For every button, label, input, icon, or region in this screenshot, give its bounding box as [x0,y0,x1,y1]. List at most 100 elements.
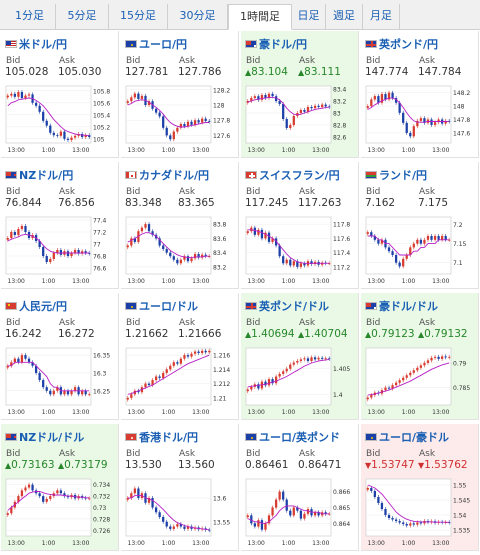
pair-name-link[interactable]: 香港ドル/円 [125,429,198,444]
timeframe-tab[interactable]: 30分足 [168,4,228,30]
candle [366,488,369,490]
chart-container[interactable]: 83.4 83.2 83 82.8 82.6 13:00 1:00 13:00 [243,83,357,155]
currency-pair-card[interactable]: 英ポンド/ドル Bid Ask ▲1.40694 ▲1.40704 1.405 1.4 13:… [241,293,359,420]
timeframe-tab[interactable]: 15分足 [109,4,168,30]
candle [324,358,327,360]
pair-name-link[interactable]: 豪ドル/ドル [365,298,438,313]
currency-pair-card[interactable]: ユーロ/ドル Bid Ask 1.21662 1.21666 1.216 1.214 1.21… [121,293,239,420]
chart-container[interactable]: 16.35 16.3 16.25 13:00 1:00 13:00 [3,345,117,417]
currency-pair-card[interactable]: ユーロ/円 Bid Ask 127.781 127.786 128.2 128 127.8 12… [121,31,239,158]
candle [441,356,444,359]
chart-container[interactable]: 13.6 13.55 13:00 1:00 13:00 [123,476,237,548]
x-tick-label: 1:00 [162,409,176,416]
pair-name: NZドル/ドル [19,431,85,444]
chart-container[interactable]: 1.216 1.214 1.212 1.21 13:00 1:00 13:00 [123,345,237,417]
chart-container[interactable]: 77.4 77.2 77 76.8 76.6 13:00 1:00 13:00 [3,214,117,286]
timeframe-tab[interactable]: 1時間足 [228,4,292,30]
timeframe-tab[interactable]: 日足 [292,4,326,30]
candle [380,94,384,103]
pair-name-link[interactable]: ユーロ/ドル [125,298,198,313]
candle [285,368,288,372]
y-tick-label: 117.4 [333,250,350,257]
currency-pair-card[interactable]: 米ドル/円 Bid Ask 105.028 105.030 105.8 105.6 105.4… [1,31,119,158]
chart-container[interactable]: 117.8 117.6 117.4 117.2 13:00 1:00 13:00 [243,214,357,286]
currency-pair-card[interactable]: 豪ドル/ドル Bid Ask ▲0.79123 ▲0.79132 0.79 0.785 13:… [361,293,479,420]
bid-number: 105.028 [5,66,49,78]
moving-average-line [367,235,450,256]
pair-name-link[interactable]: 英ポンド/ドル [245,298,329,313]
bid-label: Bid [366,187,381,197]
chart-container[interactable]: 148.2 148 147.8 147.6 13:00 1:00 13:00 [363,83,477,155]
chart-container[interactable]: 0.866 0.865 0.864 13:00 1:00 13:00 [243,476,357,548]
candle [45,498,48,502]
ask-value: 13.560 [178,459,215,471]
currency-pair-card[interactable]: スイスフラン/円 Bid Ask 117.245 117.263 117.8 117.6 11… [241,162,359,289]
bid-value: ▲83.104 [245,66,288,78]
candle [373,96,376,100]
ask-number: 117.263 [298,197,342,209]
currency-pair-card[interactable]: 英ポンド/円 Bid Ask 147.774 147.784 148.2 148 147.8 1… [361,31,479,158]
candle [151,231,154,235]
timeframe-tab[interactable]: 月足 [363,4,400,30]
pair-name-link[interactable]: 豪ドル/円 [245,36,307,51]
ask-label: Ask [419,318,436,328]
pair-name-link[interactable]: スイスフラン/円 [245,167,340,182]
y-tick-label: 1.405 [333,366,350,373]
pair-name-link[interactable]: ランド/円 [365,167,427,182]
x-tick-label: 1:00 [42,147,56,154]
chart-container[interactable]: 1.405 1.4 13:00 1:00 13:00 [243,345,357,417]
candle [13,358,16,363]
currency-pair-card[interactable]: 人民元/円 Bid Ask 16.242 16.272 16.35 16.3 16.25 13:… [1,293,119,420]
timeframe-tab[interactable]: 1分足 [4,4,56,30]
candle [17,229,20,235]
currency-pair-card[interactable]: ユーロ/英ポンド Bid Ask 0.86461 0.86471 0.866 0.865 0.… [241,424,359,551]
candle [324,512,327,514]
timeframe-tab[interactable]: 週足 [326,4,363,30]
moving-average-line [127,232,210,259]
chart-container[interactable]: 7.2 7.15 7.1 13:00 1:00 13:00 [363,214,477,286]
pair-name-link[interactable]: 英ポンド/円 [365,36,438,51]
currency-pair-card[interactable]: 豪ドル/円 Bid Ask ▲83.104 ▲83.111 83.4 83.2 83 82.8 8… [241,31,359,158]
currency-pair-card[interactable]: NZドル/ドル Bid Ask ▲0.73163 ▲0.73179 0.734 0.732 0… [1,424,119,551]
pair-name-link[interactable]: カナダドル/円 [125,167,209,182]
ask-value: 16.272 [58,328,95,340]
y-tick-label: 128.2 [213,87,230,94]
currency-pair-card[interactable]: カナダドル/円 Bid Ask 83.348 83.365 83.8 83.6 83.4 83.… [121,162,239,289]
y-tick-label: 76.8 [93,254,107,261]
timeframe-tab[interactable]: 5分足 [56,4,109,30]
currency-pair-card[interactable]: NZドル/円 Bid Ask 76.844 76.856 77.4 77.2 77 76.8 76… [1,162,119,289]
x-tick-label: 13:00 [368,278,385,285]
rate-chart: 77.4 77.2 77 76.8 76.6 13:00 1:00 13:00 [5,216,107,285]
bid-label: Bid [246,318,261,328]
candle [66,390,70,395]
chart-container[interactable]: 0.79 0.785 13:00 1:00 13:00 [363,345,477,417]
candle [31,484,34,491]
currency-pair-card[interactable]: 香港ドル/円 Bid Ask 13.530 13.560 13.6 13.55 13:00 1:… [121,424,239,551]
pair-name-link[interactable]: 人民元/円 [5,298,67,313]
candle [384,94,387,100]
x-tick-label: 1:00 [162,540,176,547]
trend-arrow-icon: ▲ [58,461,65,470]
candle [52,132,55,136]
chart-container[interactable]: 105.8 105.6 105.4 105.2 105 13:00 1:00 13:00 [3,83,117,155]
pair-name-link[interactable]: ユーロ/豪ドル [365,429,449,444]
candle [186,355,190,357]
rate-chart: 128.2 128 127.8 127.6 13:00 1:00 13:00 [125,85,230,154]
pair-name-link[interactable]: ユーロ/英ポンド [245,429,340,444]
pair-name-link[interactable]: NZドル/ドル [5,429,85,444]
chart-container[interactable]: 1.55 1.545 1.54 1.535 13:00 1:00 13:00 [363,476,477,548]
chart-container[interactable]: 0.734 0.732 0.73 0.728 0.726 13:00 1:00 13:00 [3,476,117,548]
bid-number: 83.348 [125,197,162,209]
x-tick-label: 1:00 [402,147,416,154]
candle [38,493,41,497]
pair-name-link[interactable]: NZドル/円 [5,167,73,182]
chart-container[interactable]: 128.2 128 127.8 127.6 13:00 1:00 13:00 [123,83,237,155]
currency-pair-card[interactable]: ランド/円 Bid Ask 7.162 7.175 7.2 7.15 7.1 13:00 1:00… [361,162,479,289]
ask-label: Ask [299,187,316,197]
candle [419,118,423,121]
currency-pair-card[interactable]: ユーロ/豪ドル Bid Ask ▼1.53747 ▼1.53762 1.55 1.545 1.… [361,424,479,551]
pair-name-link[interactable]: ユーロ/円 [125,36,187,51]
pair-name-link[interactable]: 米ドル/円 [5,36,67,51]
chart-container[interactable]: 83.8 83.6 83.4 83.2 13:00 1:00 13:00 [123,214,237,286]
candle [321,357,324,359]
